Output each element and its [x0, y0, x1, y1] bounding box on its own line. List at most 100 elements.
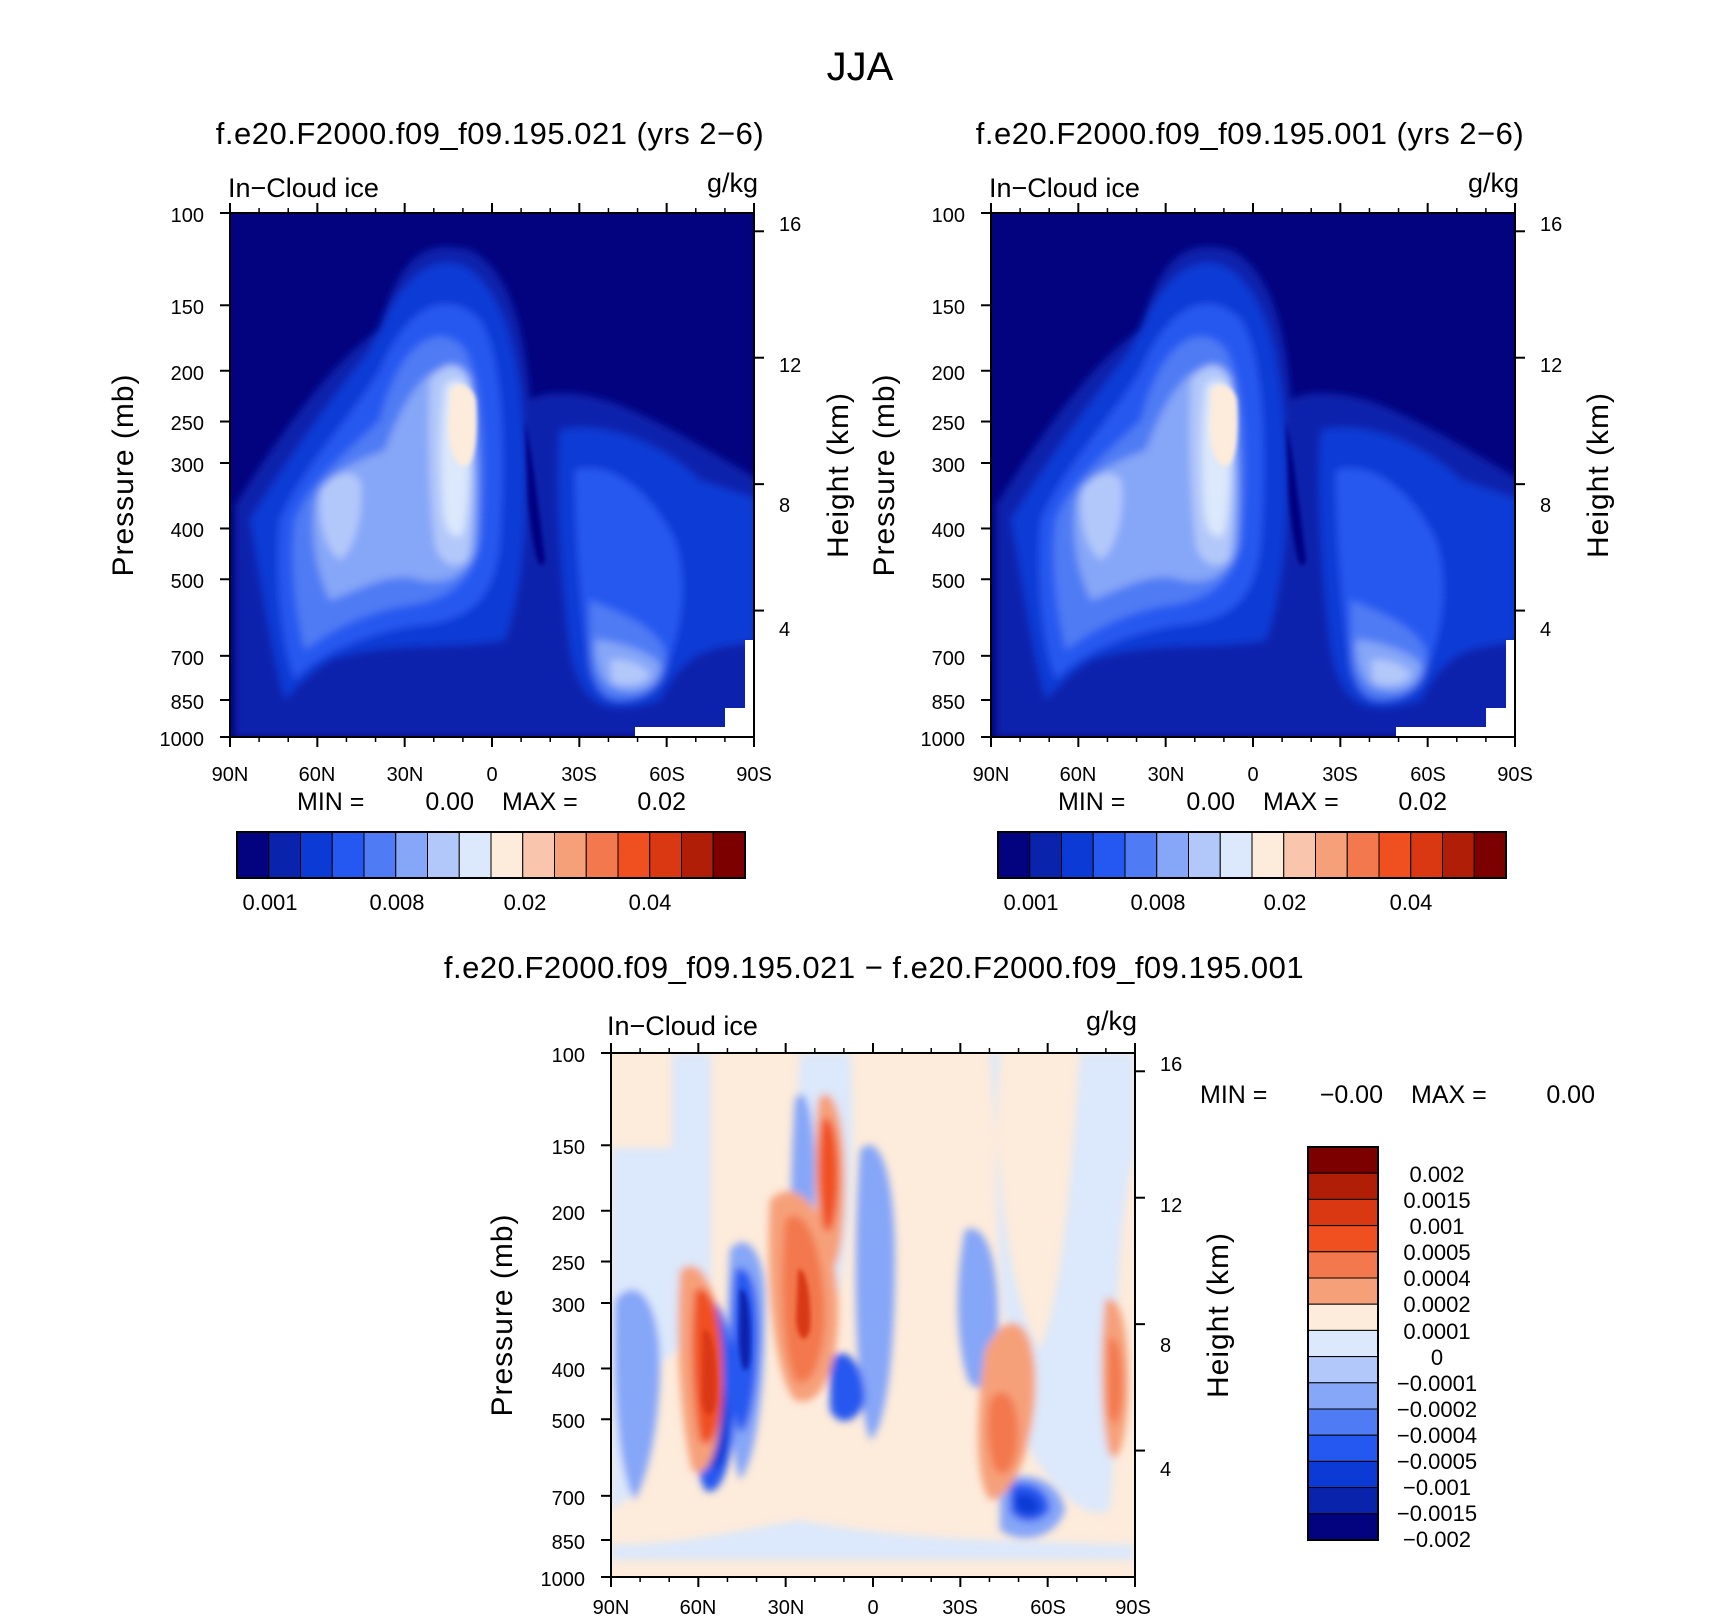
x-tick-label: 30S: [942, 1597, 978, 1616]
x-tick-label: 30N: [1148, 764, 1185, 786]
colorbar-frame: [1307, 1146, 1379, 1541]
x-tick-label: 60S: [1410, 764, 1446, 786]
colorbar-swatch: [1124, 831, 1158, 879]
colorbar-labels: 0.001 0.008 0.02 0.04: [242, 890, 671, 915]
units-label: g/kg: [1086, 1006, 1137, 1036]
panel-test: f.e20.F2000.f09_f09.195.021 (yrs 2−6) In…: [107, 116, 855, 915]
y-tick-label: 500: [552, 1411, 585, 1433]
contour-field: [611, 1053, 1135, 1577]
colorbar-swatch: [1061, 831, 1094, 879]
colorbar-swatch: [1307, 1198, 1379, 1227]
y-right-tick-label: 8: [1540, 495, 1551, 517]
colorbar-swatch: [1307, 1303, 1379, 1331]
colorbar-swatch: [1092, 831, 1126, 879]
colorbar: [1307, 1146, 1379, 1541]
colorbar-labels: 0.001 0.008 0.02 0.04: [1003, 890, 1432, 915]
x-tick-label: 90N: [593, 1597, 630, 1616]
colorbar-swatch: [1307, 1225, 1379, 1253]
panel-title: f.e20.F2000.f09_f09.195.021 − f.e20.F200…: [444, 950, 1304, 985]
y-tick-labels: 100 150 200 250 300 400 500 700 850 1000: [541, 1045, 586, 1591]
colorbar-swatch: [1188, 831, 1221, 879]
colorbar-label: 0.02: [504, 890, 547, 915]
colorbar-label: −0.001: [1403, 1475, 1471, 1500]
colorbar-label: −0.0015: [1397, 1501, 1477, 1526]
colorbar-swatch: [1307, 1513, 1379, 1541]
figure-title: JJA: [827, 45, 894, 89]
colorbar-swatch: [1219, 831, 1253, 879]
colorbar-swatch: [585, 831, 619, 879]
y-tick-label: 1000: [921, 729, 966, 751]
colorbar-label: −0.0001: [1397, 1371, 1477, 1396]
colorbar-swatch: [649, 831, 682, 879]
y-right-tick-labels: 16 12 8 4: [1160, 1054, 1182, 1481]
x-tick-labels: 90N 60N 30N 0 30S 60S 90S: [593, 1597, 1151, 1616]
max-value: 0.02: [637, 788, 686, 816]
y-tick-label: 400: [552, 1360, 585, 1382]
colorbar-swatch: [1307, 1382, 1379, 1410]
panel-difference: f.e20.F2000.f09_f09.195.021 − f.e20.F200…: [444, 950, 1595, 1616]
min-value: 0.00: [1186, 788, 1235, 816]
x-tick-label: 0: [486, 764, 497, 786]
y-tick-label: 200: [552, 1203, 585, 1225]
colorbar-swatch: [1346, 831, 1380, 879]
max-label: MAX =: [502, 788, 578, 816]
colorbar-swatch: [522, 831, 555, 879]
x-tick-labels: 90N 60N 30N 0 30S 60S 90S: [212, 764, 772, 786]
colorbar-swatch: [1251, 831, 1285, 879]
y-tick-label: 250: [171, 413, 204, 435]
y-tick-label: 850: [171, 692, 204, 714]
y-tick-label: 700: [171, 648, 204, 670]
units-label: g/kg: [707, 168, 758, 198]
max-label: MAX =: [1411, 1081, 1487, 1109]
colorbar-label: 0.04: [1390, 890, 1433, 915]
field-label: In−Cloud ice: [228, 173, 379, 203]
colorbar-frame: [236, 831, 746, 879]
field-label: In−Cloud ice: [607, 1011, 758, 1041]
y-axis-label: Pressure (mb): [868, 373, 901, 576]
min-label: MIN =: [1200, 1081, 1267, 1109]
x-tick-label: 60N: [680, 1597, 717, 1616]
colorbar-swatch: [1307, 1172, 1379, 1200]
colorbar-swatch: [1442, 831, 1475, 879]
colorbar-swatch: [1029, 831, 1062, 879]
y-right-tick-label: 12: [1160, 1195, 1182, 1217]
x-tick-label: 60S: [1030, 1597, 1066, 1616]
y-tick-labels: 100 150 200 250 300 400 500 700 850 1000: [921, 205, 966, 751]
colorbar-swatch: [712, 831, 746, 879]
y-tick-label: 400: [171, 520, 204, 542]
colorbar-swatch: [1307, 1251, 1379, 1279]
y-right-tick-label: 4: [1160, 1459, 1171, 1481]
y-tick-label: 100: [171, 205, 204, 227]
panel-title: f.e20.F2000.f09_f09.195.001 (yrs 2−6): [976, 116, 1524, 151]
y-tick-label: 700: [932, 648, 965, 670]
colorbar-swatch: [458, 831, 492, 879]
colorbar-label: 0.008: [1130, 890, 1185, 915]
colorbar-swatch: [1315, 831, 1348, 879]
y-right-tick-label: 16: [779, 214, 801, 236]
colorbar: [236, 831, 746, 879]
y-tick-label: 1000: [541, 1569, 586, 1591]
colorbar-label: −0.0004: [1397, 1423, 1477, 1448]
x-tick-label: 30N: [387, 764, 424, 786]
y-tick-label: 850: [552, 1532, 585, 1554]
min-label: MIN =: [297, 788, 364, 816]
contour-field: [991, 213, 1515, 737]
colorbar-swatch: [363, 831, 397, 879]
colorbar-label: 0.02: [1264, 890, 1307, 915]
colorbar-swatch: [1473, 831, 1507, 879]
colorbar-swatch: [1307, 1356, 1379, 1384]
colorbar-label: 0.001: [1409, 1214, 1464, 1239]
y-right-tick-label: 12: [1540, 355, 1562, 377]
y-tick-labels: 100 150 200 250 300 400 500 700 850 1000: [160, 205, 205, 751]
y-tick-label: 100: [932, 205, 965, 227]
colorbar: [997, 831, 1507, 879]
y-right-tick-label: 16: [1160, 1054, 1182, 1076]
colorbar-label: 0.008: [369, 890, 424, 915]
colorbar-swatch: [268, 831, 301, 879]
x-tick-label: 90S: [1497, 764, 1533, 786]
colorbar-labels: 0.002 0.0015 0.001 0.0005 0.0004 0.0002 …: [1397, 1162, 1477, 1552]
colorbar-swatch: [617, 831, 651, 879]
min-label: MIN =: [1058, 788, 1125, 816]
colorbar-swatch: [1307, 1460, 1379, 1489]
